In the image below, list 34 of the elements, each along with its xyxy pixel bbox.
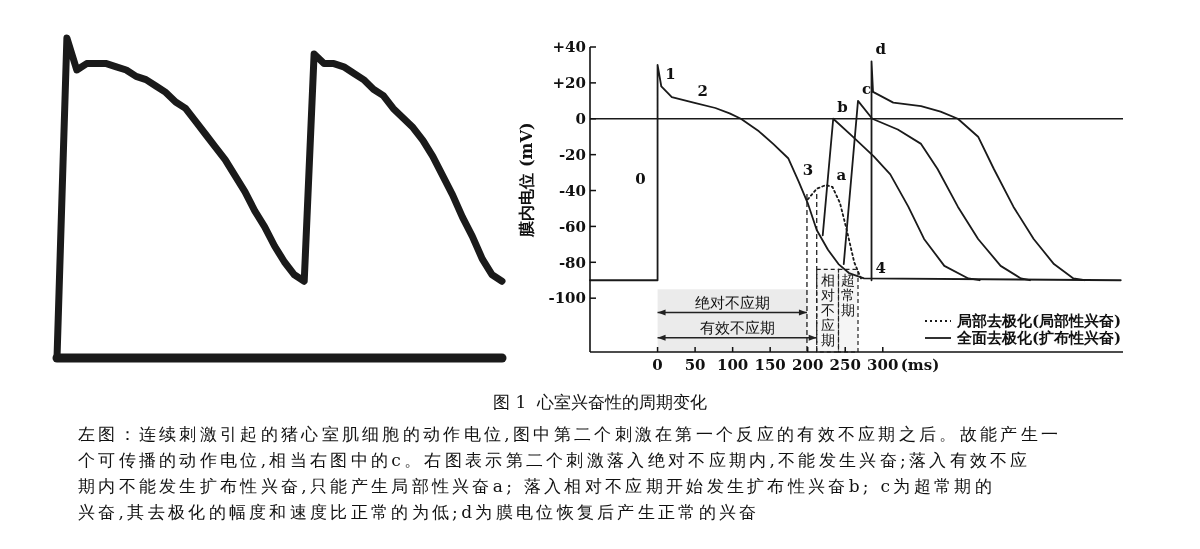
x-tick-label: 0 (652, 356, 663, 374)
band-label: 有效不应期 (699, 318, 775, 337)
y-tick-label: +40 (552, 38, 586, 57)
y-tick-label: +20 (552, 74, 586, 93)
x-tick-label: 300 (867, 356, 899, 374)
y-tick-label: -60 (558, 217, 586, 236)
x-axis-title: (ms) (900, 356, 940, 374)
annotation: b (837, 97, 848, 116)
annotation: c (862, 79, 872, 98)
annotation: a (836, 165, 847, 184)
y-tick-label: -40 (558, 181, 586, 200)
annotation: 2 (697, 81, 709, 100)
annotation: 4 (875, 259, 886, 278)
text: 左图：连续刺激引起的猪心室肌细胞的动作电位,图中第二个刺激在第一个反应的有效不应期之后。故能产生一个可传播的动作电位,相当右图中的c。右图表示第二个刺激落入绝对不应期内,不能发生兴奋;落入有效不应期内不能发生扩布性兴奋,只能产生局部性兴奋a; 落入相对不应期开始发生扩布性兴奋b; c为超常期的兴奋,其去极化的幅度和速度比正常的为低;d为膜电位恢复后产生正常的兴奋 (78, 424, 1062, 522)
text: 图 1 心室兴奋性的周期变化 (492, 392, 708, 412)
annotation: d (875, 40, 887, 59)
y-tick-label: -80 (558, 253, 586, 272)
annotation: 0 (635, 169, 646, 188)
y-tick-label: -100 (548, 289, 586, 308)
annotation: 1 (665, 65, 676, 84)
y-axis-title: 膜内电位 (mV) (517, 122, 536, 238)
band-label: 超常期 (841, 272, 856, 319)
annotation: 3 (802, 160, 814, 179)
x-tick-label: 100 (716, 356, 749, 374)
x-tick-label: 250 (829, 356, 861, 374)
x-tick-label: 150 (754, 356, 786, 374)
y-tick-label: -20 (558, 145, 586, 164)
x-tick-label: 200 (792, 356, 824, 374)
legend-label: 局部去极化(局部性兴奋) (956, 312, 1122, 330)
band-label: 绝对不应期 (694, 293, 770, 312)
y-tick-label: 0 (575, 110, 586, 129)
x-tick-label: 50 (684, 356, 706, 374)
band-label: 相对不应期 (820, 272, 835, 349)
legend-label: 全面去极化(扩布性兴奋) (956, 329, 1122, 347)
